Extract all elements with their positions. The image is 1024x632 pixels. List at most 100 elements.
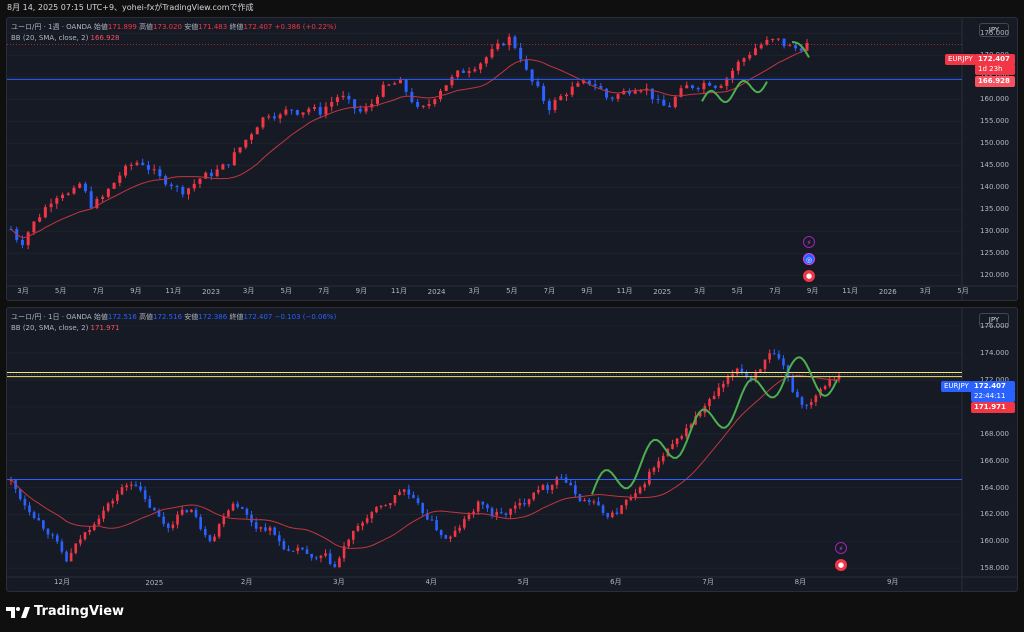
candle-body	[46, 528, 50, 535]
time-tick: 9月	[806, 287, 819, 295]
candle-body	[141, 162, 145, 165]
candle-body	[530, 69, 534, 82]
candle-body	[284, 109, 288, 115]
candle-body	[569, 482, 573, 486]
candle-body	[479, 63, 483, 70]
weekly-bb-legend[interactable]: BB (20, SMA, close, 2) 166.928	[11, 34, 120, 42]
candle-body	[461, 70, 465, 73]
candle-body	[507, 36, 511, 46]
currency-button[interactable]: JPY	[979, 23, 1009, 37]
candle-body	[60, 541, 64, 552]
candle-body	[217, 524, 221, 537]
candle-body	[668, 105, 672, 108]
candle-body	[444, 85, 448, 91]
candle-body	[227, 510, 230, 517]
tradingview-logo[interactable]: TradingView	[6, 601, 124, 623]
candle-body	[537, 489, 540, 493]
weekly-time-axis[interactable]: 3月 5月 7月 9月 11月 2023 3月 5月 7月 9月 11月 2024 3月 5月 7月 9月 11…	[7, 284, 1017, 300]
candle-body	[328, 553, 332, 565]
candle-body	[272, 116, 276, 119]
time-tick: 5月	[957, 287, 969, 295]
lightning-icon[interactable]: ⚡	[835, 542, 847, 554]
candle-body	[116, 494, 119, 501]
daily-price-scale[interactable]: 176.000174.000172.000170.000168.000166.0…	[961, 308, 1017, 591]
time-tick: 7月	[769, 287, 781, 295]
daily-time-axis[interactable]: 12月 2025 2月 3月 4月 5月 6月 7月 8月 9月	[7, 575, 1017, 591]
bb-indicator-value: 171.971	[90, 324, 120, 332]
candle-body	[282, 541, 286, 550]
candle-body	[416, 498, 420, 504]
candle-body	[120, 487, 124, 495]
low-label: 安値	[184, 23, 199, 31]
candle-body	[32, 221, 36, 233]
candle-body	[305, 549, 309, 554]
candle-body	[318, 106, 322, 115]
candle-body	[412, 494, 415, 499]
daily-bb-legend[interactable]: BB (20, SMA, close, 2) 171.971	[11, 324, 120, 332]
candle-body	[307, 108, 311, 113]
candle-body	[587, 500, 591, 502]
candle-body	[78, 183, 82, 188]
candle-body	[605, 88, 609, 98]
candle-body	[301, 547, 304, 550]
time-tick: 9月	[581, 287, 593, 295]
candle-body	[633, 91, 637, 94]
time-tick: 7月	[92, 287, 104, 295]
candle-body	[624, 499, 628, 506]
time-tick: 7月	[318, 287, 330, 295]
candle-body	[23, 499, 27, 506]
candle-body	[157, 510, 161, 517]
symbol-label[interactable]: ユーロ/円 · 1週 · OANDA	[11, 23, 92, 31]
currency-button[interactable]: JPY	[979, 313, 1009, 327]
candle-body	[449, 536, 452, 539]
symbol-label[interactable]: ユーロ/円 · 1日 · OANDA	[11, 313, 92, 321]
candle-body	[190, 509, 193, 513]
time-tick: 6月	[610, 578, 622, 586]
candle-body	[742, 58, 746, 62]
daily-chart-canvas[interactable]	[7, 308, 1018, 592]
candle-body	[79, 539, 82, 544]
candle-body	[726, 376, 730, 384]
candle-body	[771, 38, 775, 40]
candle-body	[158, 169, 162, 177]
candle-body	[376, 96, 380, 104]
candle-body	[313, 106, 317, 109]
weekly-chart-panel[interactable]: ユーロ/円 · 1週 · OANDA 始値171.899 高値173.020 安…	[6, 17, 1018, 301]
candle-body	[148, 499, 152, 508]
candle-body	[198, 178, 202, 184]
candle-body	[264, 527, 267, 531]
globe-icon[interactable]: ◎	[803, 253, 815, 265]
weekly-chart-canvas[interactable]	[7, 18, 1018, 301]
candle-body	[375, 507, 378, 513]
candle-body	[629, 497, 633, 500]
candle-body	[222, 516, 226, 525]
candle-body	[696, 88, 700, 90]
candle-body	[134, 484, 138, 487]
price-tick: 164.000	[980, 483, 1009, 492]
high-label: 高値	[139, 313, 154, 321]
candle-body	[20, 239, 24, 246]
event-flag-icon[interactable]: ●	[803, 270, 815, 282]
candle-body	[364, 107, 368, 112]
time-tick: 9月	[355, 287, 368, 295]
lightning-icon[interactable]: ⚡	[803, 236, 815, 248]
price-tick: 120.000	[980, 271, 1009, 280]
time-tick: 5月	[731, 287, 744, 295]
candle-body	[213, 536, 216, 541]
candle-body	[273, 527, 276, 536]
event-flag-icon[interactable]: ●	[835, 559, 847, 571]
candle-body	[513, 505, 517, 509]
candle-body	[83, 532, 87, 540]
candle-body	[28, 505, 31, 513]
candle-body	[324, 106, 328, 115]
candle-body	[185, 509, 189, 513]
candle-body	[791, 377, 795, 392]
candle-body	[324, 553, 327, 556]
candle-body	[277, 535, 281, 542]
candle-body	[486, 504, 489, 509]
candle-body	[559, 96, 563, 101]
time-tick: 5月	[506, 287, 518, 295]
daily-chart-panel[interactable]: ユーロ/円 · 1日 · OANDA 始値172.516 高値172.516 安…	[6, 307, 1018, 592]
open-label: 始値	[93, 23, 108, 31]
candle-body	[152, 169, 156, 171]
